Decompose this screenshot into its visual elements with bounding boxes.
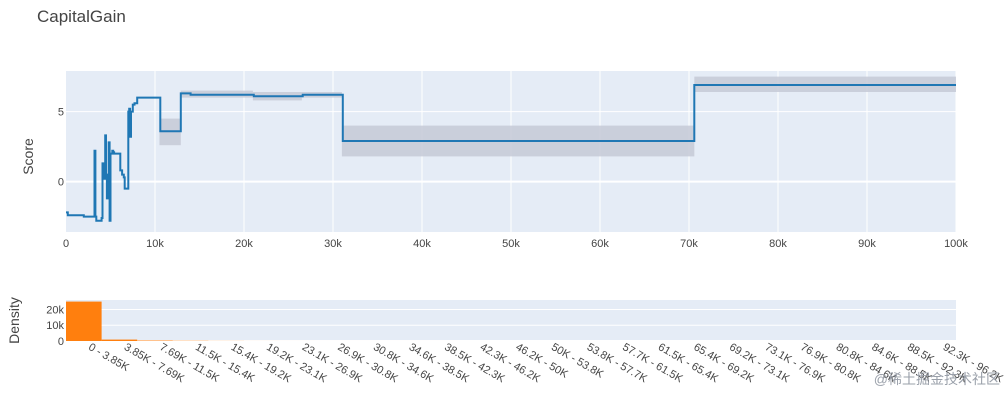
density-plot-background	[66, 300, 956, 341]
score-x-tick-label: 60k	[591, 238, 609, 250]
score-x-tick-label: 50k	[502, 238, 520, 250]
score-x-tick-label: 20k	[235, 238, 253, 250]
density-bar	[66, 301, 102, 341]
chart-title: CapitalGain	[37, 7, 126, 26]
density-bars	[66, 301, 956, 341]
score-x-tick-label: 40k	[413, 238, 431, 250]
density-y-tick-label: 0	[58, 336, 64, 348]
density-category-label: 3.85K - 7.69K	[122, 341, 187, 385]
watermark: @稀土掘金技术社区	[874, 371, 1000, 387]
density-y-tick-label: 10k	[46, 320, 64, 332]
score-x-tick-label: 30k	[324, 238, 342, 250]
score-x-tick-label: 80k	[769, 238, 787, 250]
score-x-tick-label: 90k	[858, 238, 876, 250]
score-line	[66, 84, 956, 222]
density-bar	[101, 339, 138, 341]
score-x-tick-label: 0	[63, 238, 69, 250]
score-x-tick-labels: 0 10k 20k 30k 40k 50k 60k 70k 80k 90k 100k	[63, 238, 968, 250]
score-x-tick-label: 70k	[680, 238, 698, 250]
score-y-tick-labels: 05	[58, 107, 64, 189]
score-axis-label: Score	[20, 138, 36, 175]
density-y-tick-label: 20k	[46, 304, 64, 316]
score-x-tick-label: 10k	[146, 238, 164, 250]
score-y-tick-label: 5	[58, 107, 64, 119]
density-axis-label: Density	[6, 297, 22, 344]
density-y-tick-labels: 0 10k 20k	[46, 304, 64, 348]
score-plot-grid	[66, 71, 957, 232]
score-y-tick-label: 0	[58, 177, 64, 189]
score-x-tick-label: 100k	[944, 238, 968, 250]
score-plot: 0 10k 20k 30k 40k 50k 60k 70k 80k 90k 100k 05 Scor…	[20, 71, 968, 250]
